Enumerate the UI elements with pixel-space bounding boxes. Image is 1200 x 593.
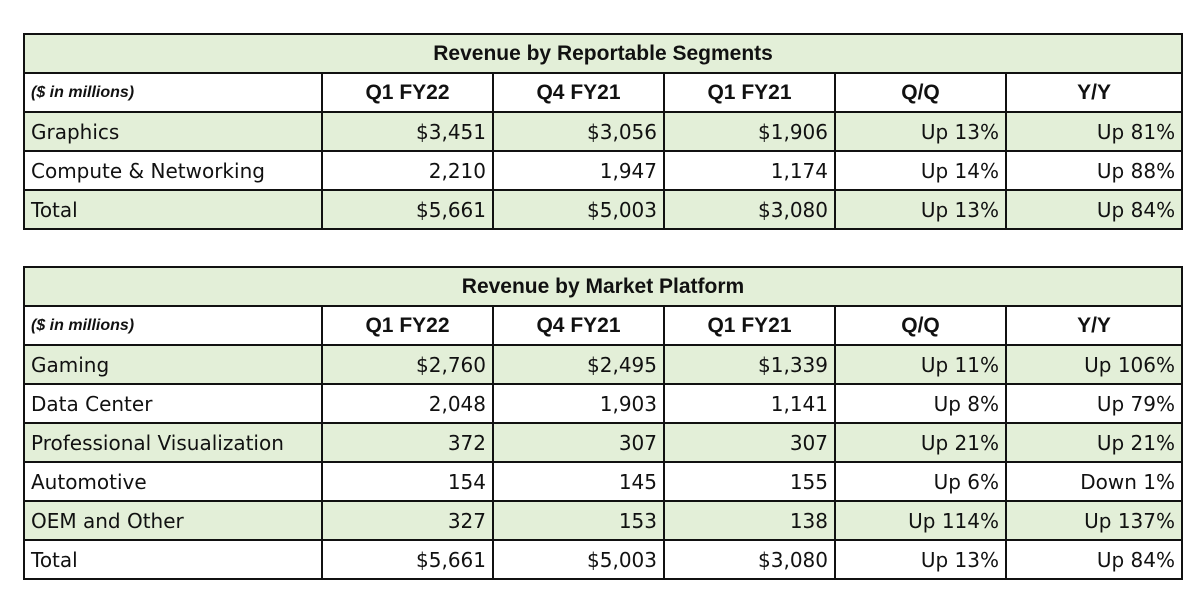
table-row: Gaming $2,760 $2,495 $1,339 Up 11% Up 106% [23, 344, 1183, 385]
reportable-segments-table: Revenue by Reportable Segments ($ in mill… [22, 33, 1184, 230]
row-label-professional-visualization: Professional Visualization [23, 422, 323, 463]
table-title-row: Revenue by Reportable Segments [22, 33, 1184, 74]
row-label-compute-networking: Compute & Networking [23, 150, 323, 191]
table-row: Compute & Networking 2,210 1,947 1,174 Up 14… [23, 150, 1184, 191]
column-header-q4-fy21: Q4 FY21 [492, 305, 665, 346]
cell-q1-fy21: $1,906 [663, 111, 836, 152]
cell-q-q: Up 8% [834, 383, 1007, 424]
row-label-total: Total [23, 539, 323, 580]
cell-y-y: Up 137% [1005, 500, 1183, 541]
cell-y-y: Up 88% [1004, 150, 1184, 191]
cell-q4-fy21: 1,903 [492, 383, 665, 424]
table-title-row: Revenue by Market Platform [23, 266, 1183, 307]
cell-q1-fy22: $5,661 [321, 539, 494, 580]
cell-q1-fy22: $5,661 [321, 189, 494, 230]
column-header-q1-fy21: Q1 FY21 [663, 305, 836, 346]
column-header-y-y: Y/Y [1005, 305, 1183, 346]
cell-q4-fy21: 1,947 [492, 150, 665, 191]
unit-label: ($ in millions) [23, 72, 323, 113]
cell-y-y: Up 84% [1005, 539, 1183, 580]
column-header-y-y: Y/Y [1004, 72, 1184, 113]
table-row: Total $5,661 $5,003 $3,080 Up 13% Up 84% [23, 539, 1183, 580]
cell-q4-fy21: $5,003 [492, 189, 665, 230]
cell-q4-fy21: $5,003 [492, 539, 665, 580]
cell-q4-fy21: 307 [492, 422, 665, 463]
row-label-oem-and-other: OEM and Other [23, 500, 323, 541]
table-row: Total $5,661 $5,003 $3,080 Up 13% Up 84% [23, 189, 1184, 230]
cell-q1-fy22: 2,048 [321, 383, 494, 424]
cell-q1-fy21: $3,080 [663, 189, 836, 230]
row-label-graphics: Graphics [23, 111, 323, 152]
cell-q-q: Up 14% [834, 150, 1007, 191]
cell-y-y: Down 1% [1005, 461, 1183, 502]
table-header-row: ($ in millions) Q1 FY22 Q4 FY21 Q1 FY21 Q/Q Y… [23, 72, 1184, 113]
row-label-data-center: Data Center [23, 383, 323, 424]
cell-q1-fy22: 2,210 [321, 150, 494, 191]
cell-q1-fy22: $3,451 [321, 111, 494, 152]
cell-q1-fy21: 155 [663, 461, 836, 502]
cell-q1-fy21: 307 [663, 422, 836, 463]
cell-q1-fy21: $1,339 [663, 344, 836, 385]
table-title: Revenue by Market Platform [23, 266, 1183, 307]
cell-y-y: Up 106% [1005, 344, 1183, 385]
unit-label: ($ in millions) [23, 305, 323, 346]
table-row: Professional Visualization 372 307 307 Up 21… [23, 422, 1183, 463]
column-header-q1-fy22: Q1 FY22 [321, 72, 494, 113]
cell-q1-fy22: 327 [321, 500, 494, 541]
row-label-total: Total [23, 189, 323, 230]
column-header-q4-fy21: Q4 FY21 [492, 72, 665, 113]
cell-y-y: Up 81% [1004, 111, 1184, 152]
table-title: Revenue by Reportable Segments [22, 33, 1184, 74]
cell-q1-fy21: 1,141 [663, 383, 836, 424]
cell-q-q: Up 114% [834, 500, 1007, 541]
cell-q-q: Up 11% [834, 344, 1007, 385]
cell-y-y: Up 21% [1005, 422, 1183, 463]
row-label-automotive: Automotive [23, 461, 323, 502]
column-header-q1-fy21: Q1 FY21 [663, 72, 836, 113]
cell-y-y: Up 84% [1004, 189, 1184, 230]
cell-y-y: Up 79% [1005, 383, 1183, 424]
table-row: Data Center 2,048 1,903 1,141 Up 8% Up 79% [23, 383, 1183, 424]
cell-q-q: Up 6% [834, 461, 1007, 502]
cell-q1-fy21: 138 [663, 500, 836, 541]
table-row: OEM and Other 327 153 138 Up 114% Up 137% [23, 500, 1183, 541]
cell-q-q: Up 13% [834, 189, 1007, 230]
column-header-q-q: Q/Q [834, 305, 1007, 346]
column-header-q1-fy22: Q1 FY22 [321, 305, 494, 346]
table-header-row: ($ in millions) Q1 FY22 Q4 FY21 Q1 FY21 Q/Q Y… [23, 305, 1183, 346]
cell-q4-fy21: $3,056 [492, 111, 665, 152]
table-row: Graphics $3,451 $3,056 $1,906 Up 13% Up 81% [23, 111, 1184, 152]
cell-q1-fy22: $2,760 [321, 344, 494, 385]
market-platform-table: Revenue by Market Platform ($ in millions… [23, 266, 1183, 580]
table-row: Automotive 154 145 155 Up 6% Down 1% [23, 461, 1183, 502]
cell-q-q: Up 21% [834, 422, 1007, 463]
cell-q1-fy21: 1,174 [663, 150, 836, 191]
cell-q-q: Up 13% [834, 111, 1007, 152]
cell-q1-fy21: $3,080 [663, 539, 836, 580]
cell-q4-fy21: 153 [492, 500, 665, 541]
cell-q1-fy22: 154 [321, 461, 494, 502]
column-header-q-q: Q/Q [834, 72, 1007, 113]
row-label-gaming: Gaming [23, 344, 323, 385]
cell-q4-fy21: $2,495 [492, 344, 665, 385]
cell-q1-fy22: 372 [321, 422, 494, 463]
cell-q4-fy21: 145 [492, 461, 665, 502]
cell-q-q: Up 13% [834, 539, 1007, 580]
